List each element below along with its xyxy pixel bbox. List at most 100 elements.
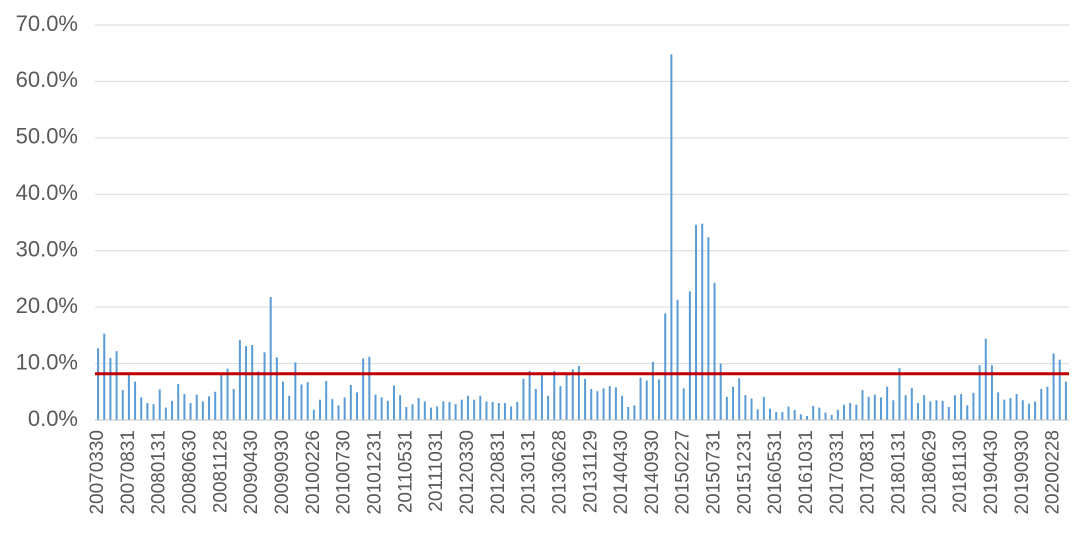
bar: [1058, 359, 1061, 420]
bar: [627, 407, 630, 420]
bar: [941, 400, 944, 420]
x-tick-label: 20090930: [272, 430, 293, 515]
bar: [910, 387, 913, 420]
bar: [343, 397, 346, 420]
bar: [497, 403, 500, 420]
bar: [448, 401, 451, 420]
bar: [208, 396, 211, 420]
y-tick-label: 50.0%: [16, 124, 78, 149]
bar: [670, 54, 673, 420]
bar: [288, 395, 291, 420]
bar: [269, 296, 272, 420]
bar: [337, 405, 340, 420]
bar: [411, 404, 414, 420]
bar: [849, 403, 852, 420]
bar: [479, 395, 482, 420]
bar: [423, 401, 426, 420]
bar: [645, 380, 648, 420]
bar: [953, 395, 956, 420]
bar: [454, 404, 457, 420]
bar: [183, 394, 186, 420]
bar: [935, 400, 938, 420]
x-tick-label: 20150731: [704, 430, 725, 515]
x-tick-label: 20180131: [888, 430, 909, 515]
bar: [251, 344, 254, 420]
bar: [830, 414, 833, 420]
bar: [528, 370, 531, 420]
bar: [368, 356, 371, 420]
bar: [516, 401, 519, 420]
bar: [892, 400, 895, 420]
bar: [960, 394, 963, 420]
x-tick-label: 20120330: [457, 430, 478, 515]
bar: [374, 394, 377, 420]
bar: [158, 389, 161, 420]
bar: [972, 392, 975, 420]
bar: [257, 371, 260, 420]
y-tick-label: 40.0%: [16, 180, 78, 205]
bar: [275, 357, 278, 420]
bar: [966, 405, 969, 420]
bar: [836, 409, 839, 420]
bar: [762, 396, 765, 420]
bar: [867, 396, 870, 420]
bar: [146, 403, 149, 420]
x-tick-label: 20140930: [642, 430, 663, 515]
bar: [195, 394, 198, 420]
x-tick-label: 20100730: [334, 430, 355, 515]
y-tick-label: 0.0%: [28, 406, 78, 431]
bar: [1034, 401, 1037, 420]
bar: [923, 395, 926, 420]
x-tick-label: 20120831: [488, 430, 509, 515]
bar: [1027, 403, 1030, 420]
bar: [855, 404, 858, 420]
x-tick-label: 20170331: [827, 430, 848, 515]
bar: [540, 374, 543, 420]
x-tick-label: 20100226: [303, 430, 324, 515]
bar: [442, 401, 445, 420]
bar: [861, 390, 864, 420]
bar: [466, 395, 469, 420]
bar: [460, 399, 463, 420]
bar: [127, 374, 130, 420]
bar: [1003, 399, 1006, 420]
bar: [392, 385, 395, 420]
bar: [103, 333, 106, 420]
bar: [1046, 386, 1049, 420]
bar: [1052, 353, 1055, 420]
bar: [1064, 381, 1067, 420]
bar: [263, 352, 266, 420]
bar: [245, 346, 248, 420]
bar: [898, 368, 901, 420]
bar: [639, 377, 642, 420]
bar: [380, 397, 383, 420]
bar: [799, 414, 802, 420]
bar: [331, 399, 334, 420]
bar: [214, 391, 217, 420]
bar: [319, 399, 322, 420]
x-tick-label: 20181130: [950, 430, 971, 513]
bar: [362, 358, 365, 420]
x-tick-label: 20070330: [87, 430, 108, 515]
bar: [682, 388, 685, 420]
bar: [984, 338, 987, 420]
bar: [349, 385, 352, 420]
bar: [306, 382, 309, 420]
bar: [559, 386, 562, 420]
bar: [140, 397, 143, 420]
bar: [787, 406, 790, 420]
x-tick-label: 20081128: [210, 430, 231, 513]
x-tick-label: 20170831: [858, 430, 879, 515]
bar: [547, 395, 550, 420]
bar: [978, 365, 981, 420]
bar: [312, 409, 315, 420]
bar: [232, 388, 235, 420]
x-tick-label: 20130131: [519, 430, 540, 515]
bar: [565, 374, 568, 420]
x-tick-label: 20101231: [365, 430, 386, 515]
bar: [596, 391, 599, 420]
bar: [602, 388, 605, 420]
bar: [916, 403, 919, 420]
bar: [873, 394, 876, 420]
bar: [491, 401, 494, 420]
